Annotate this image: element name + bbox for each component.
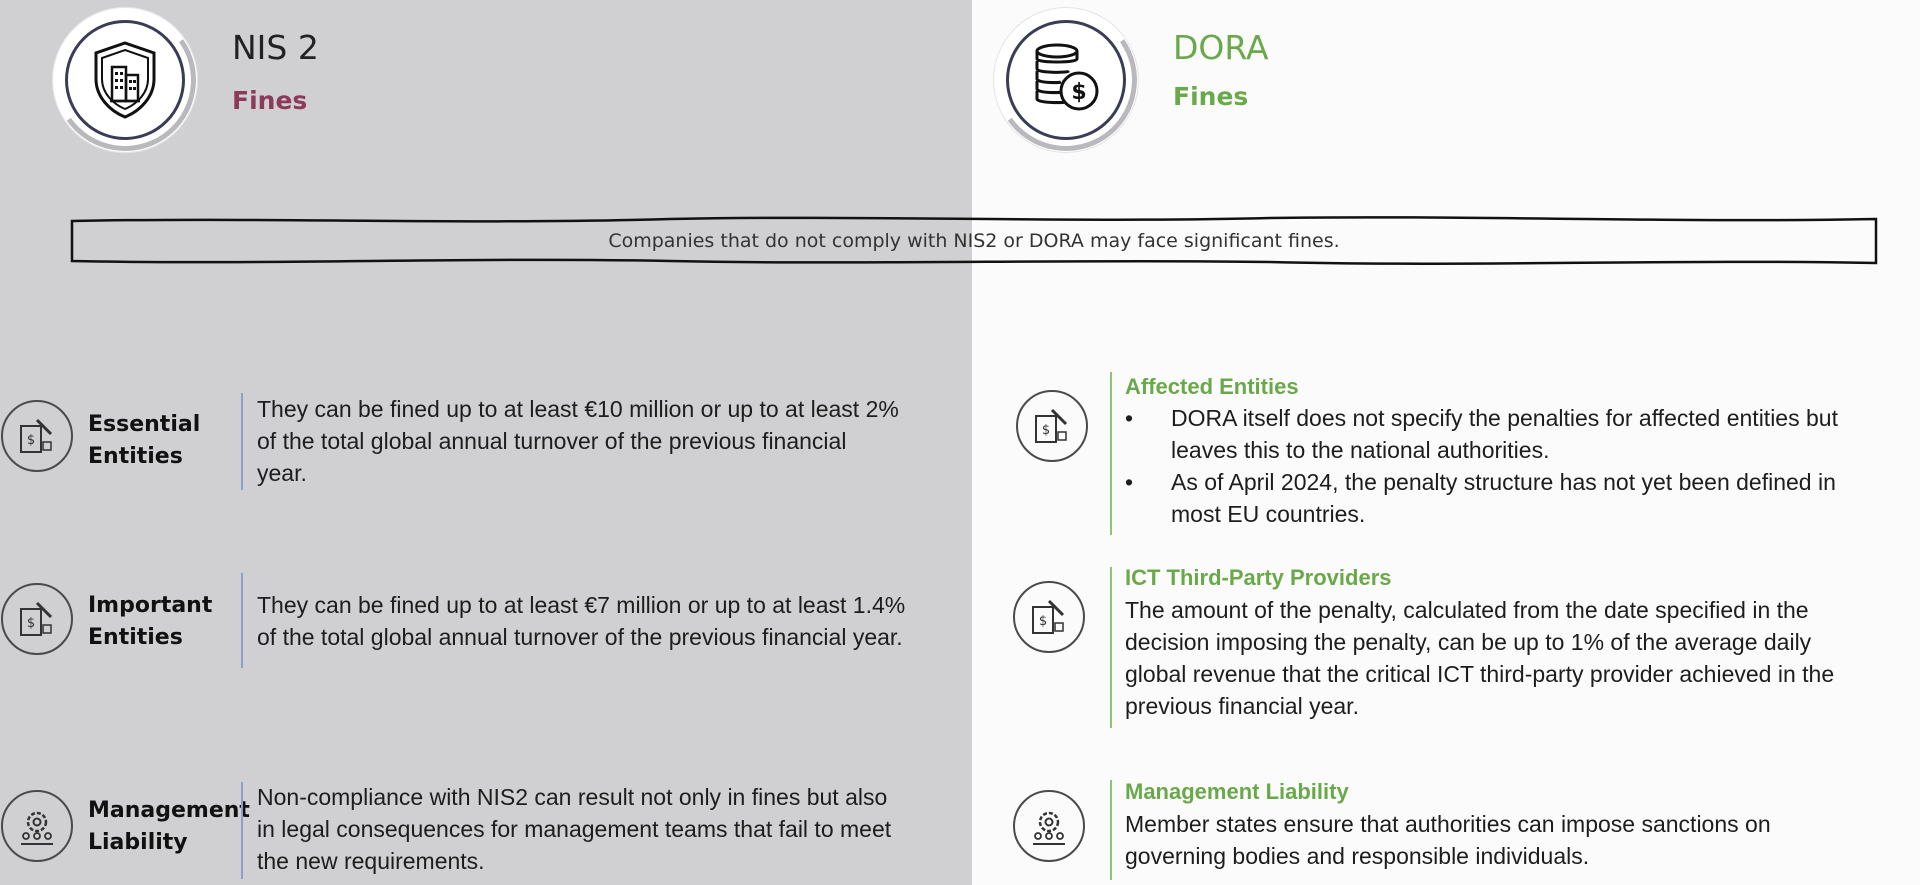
svg-text:$: $: [27, 616, 35, 631]
management-liability-text: Non-compliance with NIS2 can result not …: [257, 784, 892, 874]
svg-text:$: $: [1039, 614, 1047, 629]
shield-building-icon: [94, 41, 156, 119]
management-liability-icon-circle: [1, 790, 73, 862]
management-liability-label: Management Liability: [88, 798, 250, 855]
divider: [241, 573, 243, 668]
gear-people-icon: [1033, 811, 1065, 845]
nis2-title: NIS 2: [232, 28, 319, 67]
important-entities-text: They can be fined up to at least €7 mill…: [257, 592, 906, 650]
dora-management-liability-heading: Management Liability: [1125, 779, 1349, 804]
fine-document-icon: $: [1032, 599, 1065, 634]
fine-document-icon: $: [1035, 408, 1068, 443]
ict-providers-icon-circle: $: [1013, 581, 1085, 653]
svg-text:$: $: [1042, 423, 1050, 438]
ict-providers-heading: ICT Third-Party Providers: [1125, 565, 1392, 590]
dora-title: DORA: [1173, 28, 1269, 67]
essential-entities-label: Essential Entities: [88, 412, 201, 469]
banner-text: Companies that do not comply with NIS2 o…: [608, 230, 1340, 252]
fines-banner: Companies that do not comply with NIS2 o…: [70, 215, 1878, 267]
list-item: As of April 2024, the penalty structure …: [1125, 466, 1838, 530]
important-entities-icon-circle: $: [1, 583, 73, 655]
affected-entities-heading: Affected Entities: [1125, 374, 1299, 399]
dora-management-liability-icon-circle: [1013, 790, 1085, 862]
divider: [1110, 567, 1112, 728]
divider: [241, 393, 243, 490]
divider: [241, 782, 243, 879]
coins-dollar-icon: $: [1035, 43, 1099, 111]
banner-outline: [70, 216, 1878, 265]
gear-people-icon: [21, 811, 53, 845]
affected-entities-list: DORA itself does not specify the penalti…: [1125, 402, 1838, 530]
affected-entities-icon-circle: $: [1016, 390, 1088, 462]
essential-entities-text: They can be fined up to at least €10 mil…: [257, 396, 899, 486]
divider: [1110, 780, 1112, 880]
nis2-badge: [42, 0, 208, 163]
nis2-panel: [0, 0, 972, 885]
important-entities-label: Important Entities: [88, 593, 213, 650]
fine-document-icon: $: [20, 601, 53, 636]
dora-subtitle: Fines: [1173, 82, 1249, 111]
fine-document-icon: $: [20, 418, 53, 453]
dora-management-liability-text: Member states ensure that authorities ca…: [1125, 811, 1771, 869]
svg-text:$: $: [27, 433, 35, 448]
essential-entities-icon-circle: $: [1, 400, 73, 472]
divider: [1110, 372, 1112, 535]
dora-badge: $: [983, 0, 1149, 163]
ict-providers-text: The amount of the penalty, calculated fr…: [1125, 597, 1835, 719]
nis2-subtitle: Fines: [232, 86, 308, 115]
list-item: DORA itself does not specify the penalti…: [1125, 402, 1838, 466]
svg-text:$: $: [1071, 80, 1086, 105]
